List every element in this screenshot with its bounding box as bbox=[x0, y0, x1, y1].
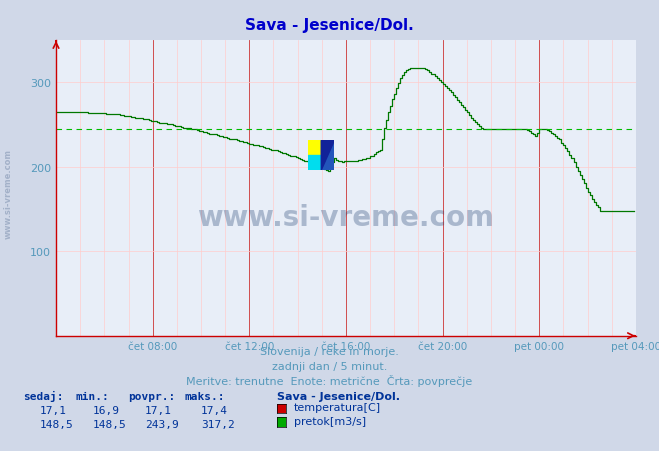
Bar bbox=[308, 141, 322, 156]
Bar bbox=[308, 156, 322, 170]
Polygon shape bbox=[322, 141, 334, 170]
Text: 317,2: 317,2 bbox=[201, 419, 235, 429]
Text: Slovenija / reke in morje.: Slovenija / reke in morje. bbox=[260, 346, 399, 356]
Text: povpr.:: povpr.: bbox=[129, 391, 176, 401]
Text: Meritve: trenutne  Enote: metrične  Črta: povprečje: Meritve: trenutne Enote: metrične Črta: … bbox=[186, 374, 473, 386]
Text: 16,9: 16,9 bbox=[92, 405, 119, 415]
Text: 148,5: 148,5 bbox=[92, 419, 126, 429]
Text: zadnji dan / 5 minut.: zadnji dan / 5 minut. bbox=[272, 361, 387, 371]
Text: 17,1: 17,1 bbox=[40, 405, 67, 415]
Text: 148,5: 148,5 bbox=[40, 419, 73, 429]
Text: 243,9: 243,9 bbox=[145, 419, 179, 429]
Text: 17,4: 17,4 bbox=[201, 405, 228, 415]
Text: www.si-vreme.com: www.si-vreme.com bbox=[198, 204, 494, 232]
Text: sedaj:: sedaj: bbox=[23, 390, 63, 401]
Text: Sava - Jesenice/Dol.: Sava - Jesenice/Dol. bbox=[277, 391, 400, 401]
Text: temperatura[C]: temperatura[C] bbox=[294, 402, 381, 412]
Text: 17,1: 17,1 bbox=[145, 405, 172, 415]
Polygon shape bbox=[322, 141, 334, 170]
Text: min.:: min.: bbox=[76, 391, 109, 401]
Text: www.si-vreme.com: www.si-vreme.com bbox=[4, 149, 13, 239]
Text: Sava - Jesenice/Dol.: Sava - Jesenice/Dol. bbox=[245, 18, 414, 33]
Text: pretok[m3/s]: pretok[m3/s] bbox=[294, 416, 366, 426]
Text: maks.:: maks.: bbox=[185, 391, 225, 401]
